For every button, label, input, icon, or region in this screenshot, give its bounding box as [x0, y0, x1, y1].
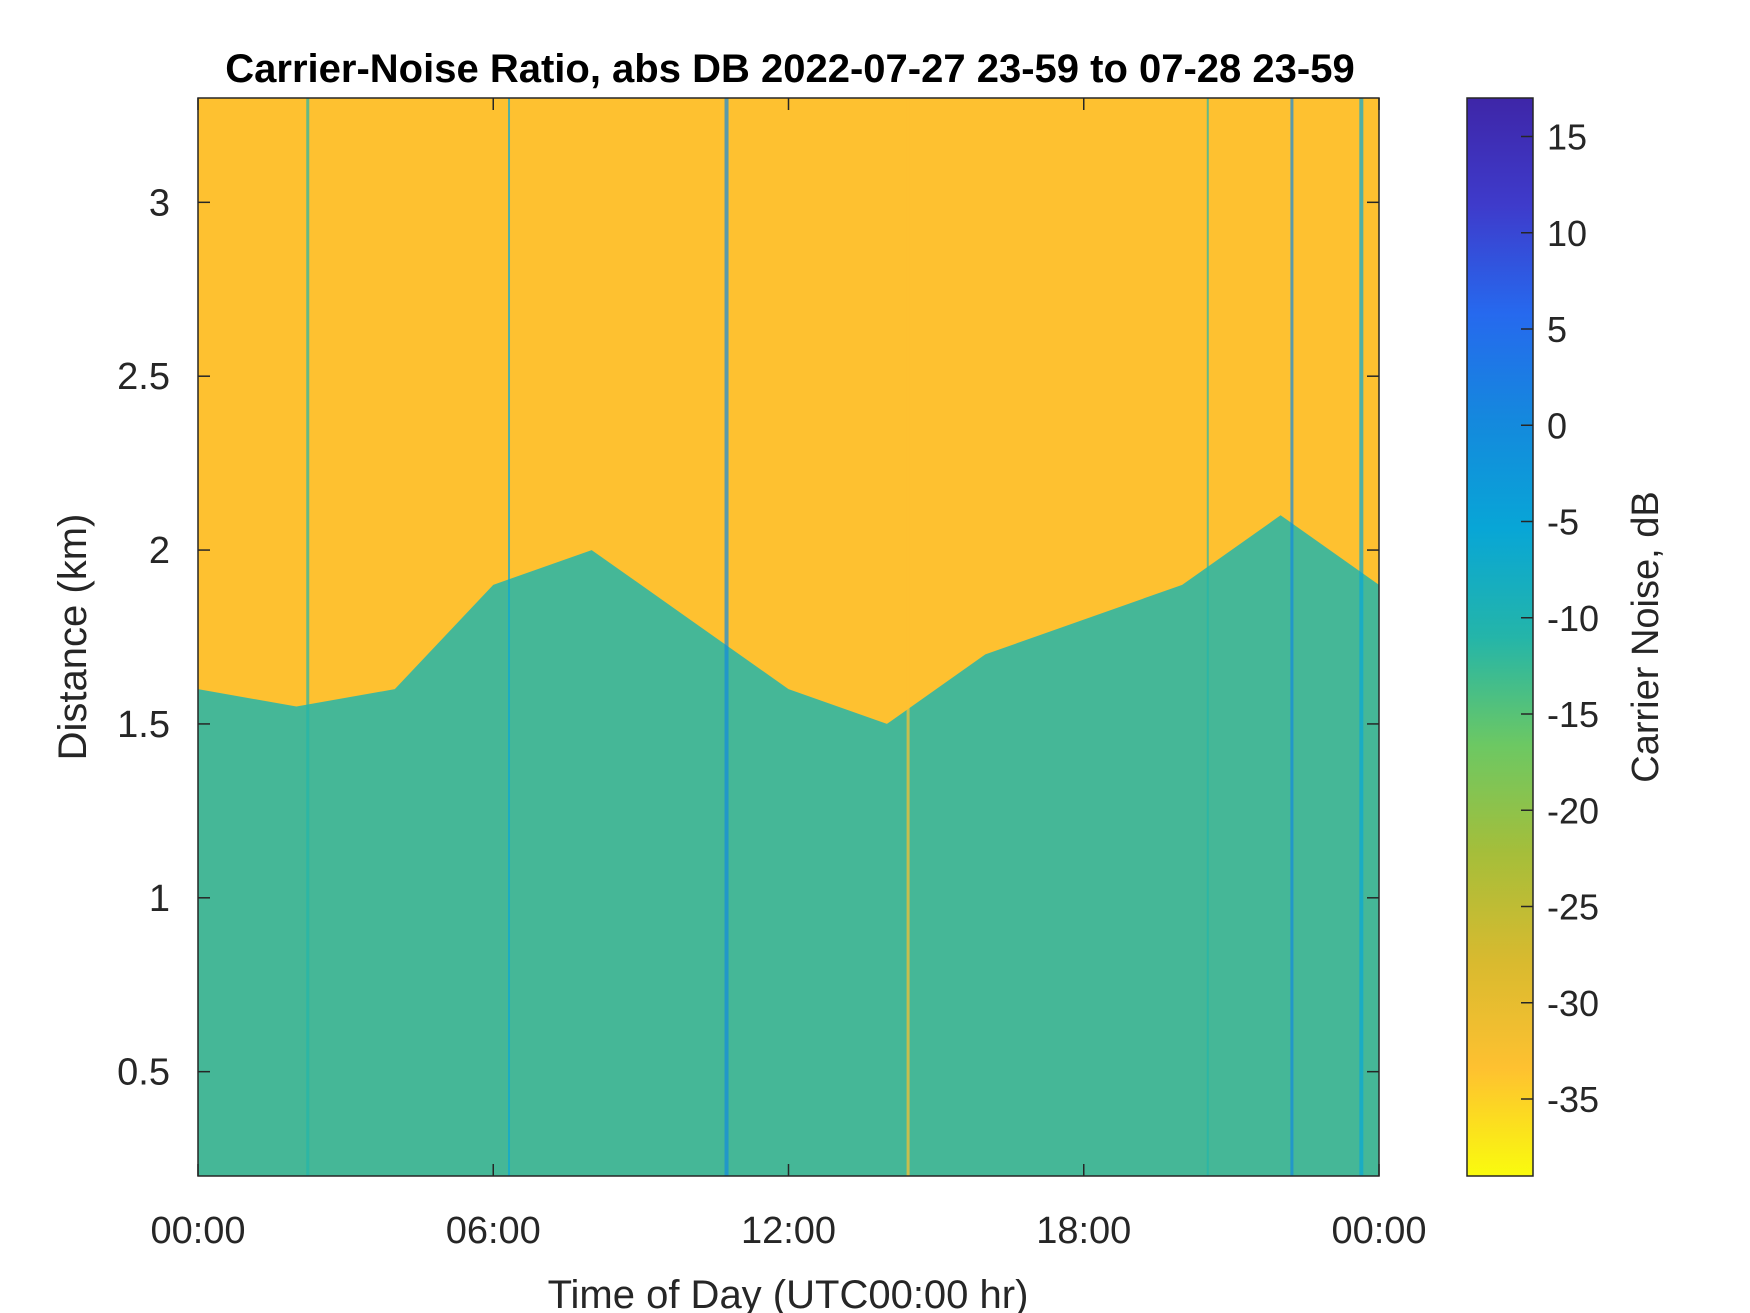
heatmap-streak [1359, 98, 1364, 1176]
heatmap-streak [306, 98, 310, 1176]
heatmap-streak [1290, 98, 1294, 1176]
y-tick-label: 0.5 [117, 1052, 170, 1094]
x-tick-label: 18:00 [1036, 1210, 1131, 1252]
x-tick-label: 12:00 [741, 1210, 836, 1252]
colorbar-tick-label: -15 [1547, 694, 1599, 735]
plot-area [198, 98, 1379, 1176]
y-tick-label: 1.5 [117, 704, 170, 746]
x-tick-label: 06:00 [446, 1210, 541, 1252]
colorbar-tick-label: -30 [1547, 983, 1599, 1024]
colorbar-tick-label: -10 [1547, 598, 1599, 639]
colorbar-tick-label: 10 [1547, 213, 1587, 254]
colorbar-tick-label: -5 [1547, 502, 1579, 543]
heatmap-streak [508, 98, 511, 1176]
y-axis-ticks: 0.5 1 1.5 2 2.5 3 [117, 182, 1379, 1094]
y-tick-label: 3 [149, 182, 170, 224]
x-axis-ticks: 00:00 06:00 12:00 18:00 00:00 [150, 98, 1427, 1252]
heatmap-streak [724, 98, 729, 1176]
y-axis-label: Distance (km) [51, 514, 95, 761]
y-tick-label: 2 [149, 530, 170, 572]
heatmap-streaks [306, 98, 1364, 1176]
y-tick-label: 1 [149, 878, 170, 920]
colorbar-tick-label: -20 [1547, 790, 1599, 831]
x-tick-label: 00:00 [1331, 1210, 1426, 1252]
colorbar-tick-label: 15 [1547, 117, 1587, 158]
colorbar-tick-label: -35 [1547, 1079, 1599, 1120]
chart-title: Carrier-Noise Ratio, abs DB 2022-07-27 2… [225, 47, 1354, 91]
x-tick-label: 00:00 [150, 1210, 245, 1252]
colorbar-label: Carrier Noise, dB [1625, 491, 1667, 782]
colorbar-tick-label: 0 [1547, 405, 1567, 446]
heatmap-streak [906, 98, 910, 1176]
colorbar-ticks: 15 10 5 0 -5 -10 -15 -20 -25 -30 -35 [1521, 117, 1599, 1120]
heatmap-streak [1206, 98, 1209, 1176]
x-axis-label: Time of Day (UTC00:00 hr) [548, 1273, 1029, 1313]
colorbar [1466, 97, 1534, 1177]
colorbar-tick-label: -25 [1547, 887, 1599, 928]
colorbar-tick-label: 5 [1547, 309, 1567, 350]
y-tick-label: 2.5 [117, 356, 170, 398]
heatmap-lower-band [198, 515, 1379, 1176]
